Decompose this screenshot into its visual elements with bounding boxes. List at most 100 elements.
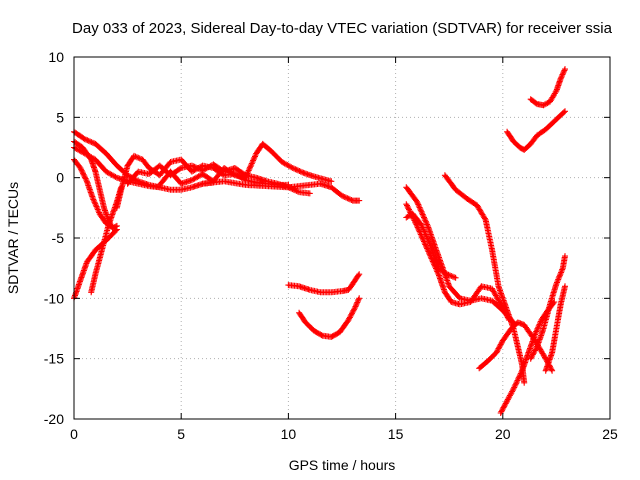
data-point-marker [424,221,431,228]
data-point-marker [535,322,542,329]
y-tick-label: 0 [56,170,64,186]
data-point-marker [243,173,250,180]
data-point-marker [560,68,567,75]
data-point-marker [421,228,428,235]
data-point-marker [349,309,356,315]
data-point-marker [527,355,534,362]
data-point-marker [252,153,258,160]
x-tick-label: 0 [70,426,78,442]
data-point-marker [403,201,410,208]
data-point-marker [515,376,522,383]
data-point-marker [416,204,423,211]
data-point-marker [555,275,562,282]
data-point-marker [349,310,355,317]
data-point-marker [297,168,304,175]
data-point-marker [192,164,199,171]
data-point-marker [354,299,361,306]
data-point-marker [318,332,325,339]
data-point-marker [89,139,96,146]
data-point-marker [504,397,511,404]
data-point-marker [247,163,254,170]
data-point-marker [558,73,565,79]
data-point-marker [406,206,412,213]
data-point-marker [552,89,559,96]
data-point-marker [414,200,421,207]
data-point-marker [135,154,142,161]
data-point-marker [418,223,425,230]
data-point-marker [194,165,201,171]
data-point-marker [562,108,568,115]
y-tick-labels: -20 -15 -10 -5 0 5 10 [44,49,64,427]
data-point-marker [80,171,87,178]
data-point-marker [292,166,299,173]
data-point-marker [83,177,90,183]
data-point-marker [498,340,505,347]
series-arc-09 [156,140,335,188]
data-point-marker [343,194,349,201]
y-tick-label: -15 [44,351,64,367]
data-point-marker [248,160,255,167]
data-point-marker [291,165,297,172]
data-point-marker [431,255,438,262]
data-point-marker [78,167,85,174]
data-point-marker [498,408,505,415]
y-tick-label: -10 [44,290,64,306]
x-axis-label: GPS time / hours [289,457,396,473]
data-point-marker [295,167,301,174]
data-point-marker [91,199,98,206]
x-tick-label: 20 [495,426,511,442]
data-point-marker [503,399,510,406]
data-point-marker [481,215,488,222]
grid-lines [74,57,610,419]
data-point-marker [177,165,183,172]
data-point-marker [405,205,412,212]
data-point-marker [541,101,548,108]
series-arc-08 [124,161,313,197]
data-point-marker [420,227,427,234]
data-point-marker [81,174,88,181]
data-point-marker [418,221,425,228]
data-point-marker [296,168,303,174]
data-point-marker [347,313,354,319]
data-point-marker [404,203,411,210]
data-point-marker [195,165,202,172]
data-point-marker [421,214,427,221]
data-point-marker [188,162,195,169]
data-point-marker [292,187,299,194]
data-point-marker [246,166,253,173]
data-point-marker [424,235,431,242]
data-point-marker [423,232,430,239]
data-point-marker [510,385,517,392]
data-point-marker [493,349,500,356]
y-tick-label: -5 [52,230,65,246]
y-tick-label: -20 [44,411,64,427]
data-point-marker [79,169,86,175]
data-point-marker [112,173,119,180]
series-arc-03 [71,156,116,231]
data-point-marker [495,345,502,352]
data-point-marker [434,269,441,276]
data-point-marker [561,67,568,74]
data-point-marker [110,208,117,215]
data-point-marker [517,370,524,377]
data-point-marker [83,136,90,143]
data-point-marker [560,70,567,77]
series-arc-22 [527,66,568,109]
data-point-marker [419,211,426,218]
series-arc-18 [497,299,558,416]
data-point-marker [346,314,353,321]
x-tick-label: 10 [281,426,297,442]
data-point-marker [554,278,561,284]
data-point-marker [513,378,520,385]
data-point-marker [85,137,92,144]
data-point-marker [422,230,428,236]
series-arc-06 [88,184,125,296]
data-point-marker [405,213,412,219]
data-point-marker [562,253,568,260]
data-point-marker [92,202,99,209]
data-point-marker [356,295,363,302]
data-point-marker [558,269,565,276]
data-point-marker [433,248,440,255]
x-tick-label: 5 [177,426,185,442]
data-point-marker [543,100,550,107]
